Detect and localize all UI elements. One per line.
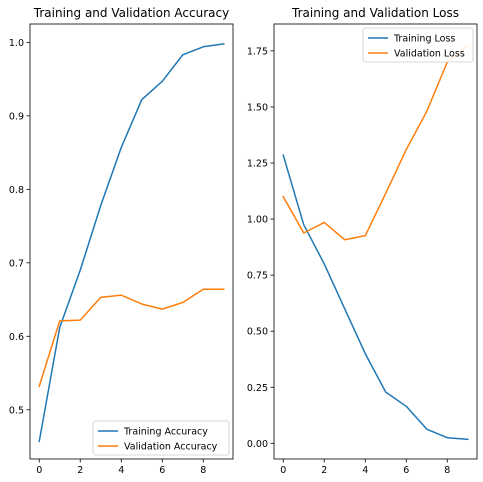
legend-box <box>362 27 474 63</box>
y-tick-label: 0.8 <box>9 185 24 196</box>
y-tick-label: 0.6 <box>9 332 24 343</box>
x-tick-label: 2 <box>77 465 83 476</box>
y-tick-label: 0.9 <box>9 111 24 122</box>
legend-label: Training Loss <box>393 34 455 45</box>
series-line-validation-loss <box>282 44 469 241</box>
y-tick-label: 0.5 <box>9 405 24 416</box>
series-lines <box>38 42 225 443</box>
x-tick-label: 2 <box>321 465 327 476</box>
y-tick-label: 0.7 <box>9 258 24 269</box>
legend-label: Validation Loss <box>394 49 465 60</box>
x-tick-label: 4 <box>118 465 124 476</box>
series-line-validation-accuracy <box>38 288 225 388</box>
x-tick-label: 4 <box>362 465 368 476</box>
chart-title: Training and Validation Accuracy <box>33 6 229 20</box>
y-tick-label: 1.0 <box>9 38 24 49</box>
x-tick-label: 0 <box>36 465 42 476</box>
plot-frame <box>29 23 234 460</box>
y-tick-label: 0.75 <box>247 271 268 282</box>
chart-panel-2: Training and Validation Loss 0 2 4 6 8 0.00 0.2… <box>247 6 478 476</box>
x-tick-label: 8 <box>444 465 450 476</box>
chart-title: Training and Validation Loss <box>291 6 459 20</box>
legend: Training Loss Validation Loss <box>362 27 474 63</box>
series-line-training-loss <box>282 154 469 441</box>
x-tick-label: 0 <box>280 465 286 476</box>
y-tick-label: 1.25 <box>247 159 268 170</box>
x-tick-label: 6 <box>159 465 165 476</box>
y-tick-label: 1.75 <box>247 46 268 57</box>
series-lines <box>282 44 469 441</box>
y-tick-label: 0.50 <box>247 327 268 338</box>
legend-label: Validation Accuracy <box>124 442 218 453</box>
legend-box <box>92 420 230 456</box>
x-tick-label: 8 <box>200 465 206 476</box>
series-line-training-accuracy <box>38 42 225 443</box>
chart-panel-1: Training and Validation Accuracy 0 2 4 6 8 0.5… <box>9 6 234 476</box>
y-tick-label: 1.50 <box>247 102 268 113</box>
legend: Training Accuracy Validation Accuracy <box>92 420 230 456</box>
x-tick-label: 6 <box>403 465 409 476</box>
plot-frame <box>273 23 478 460</box>
y-tick-label: 0.00 <box>247 439 268 450</box>
y-tick-label: 1.00 <box>247 215 268 226</box>
legend-label: Training Accuracy <box>123 427 208 438</box>
y-tick-label: 0.25 <box>247 383 268 394</box>
